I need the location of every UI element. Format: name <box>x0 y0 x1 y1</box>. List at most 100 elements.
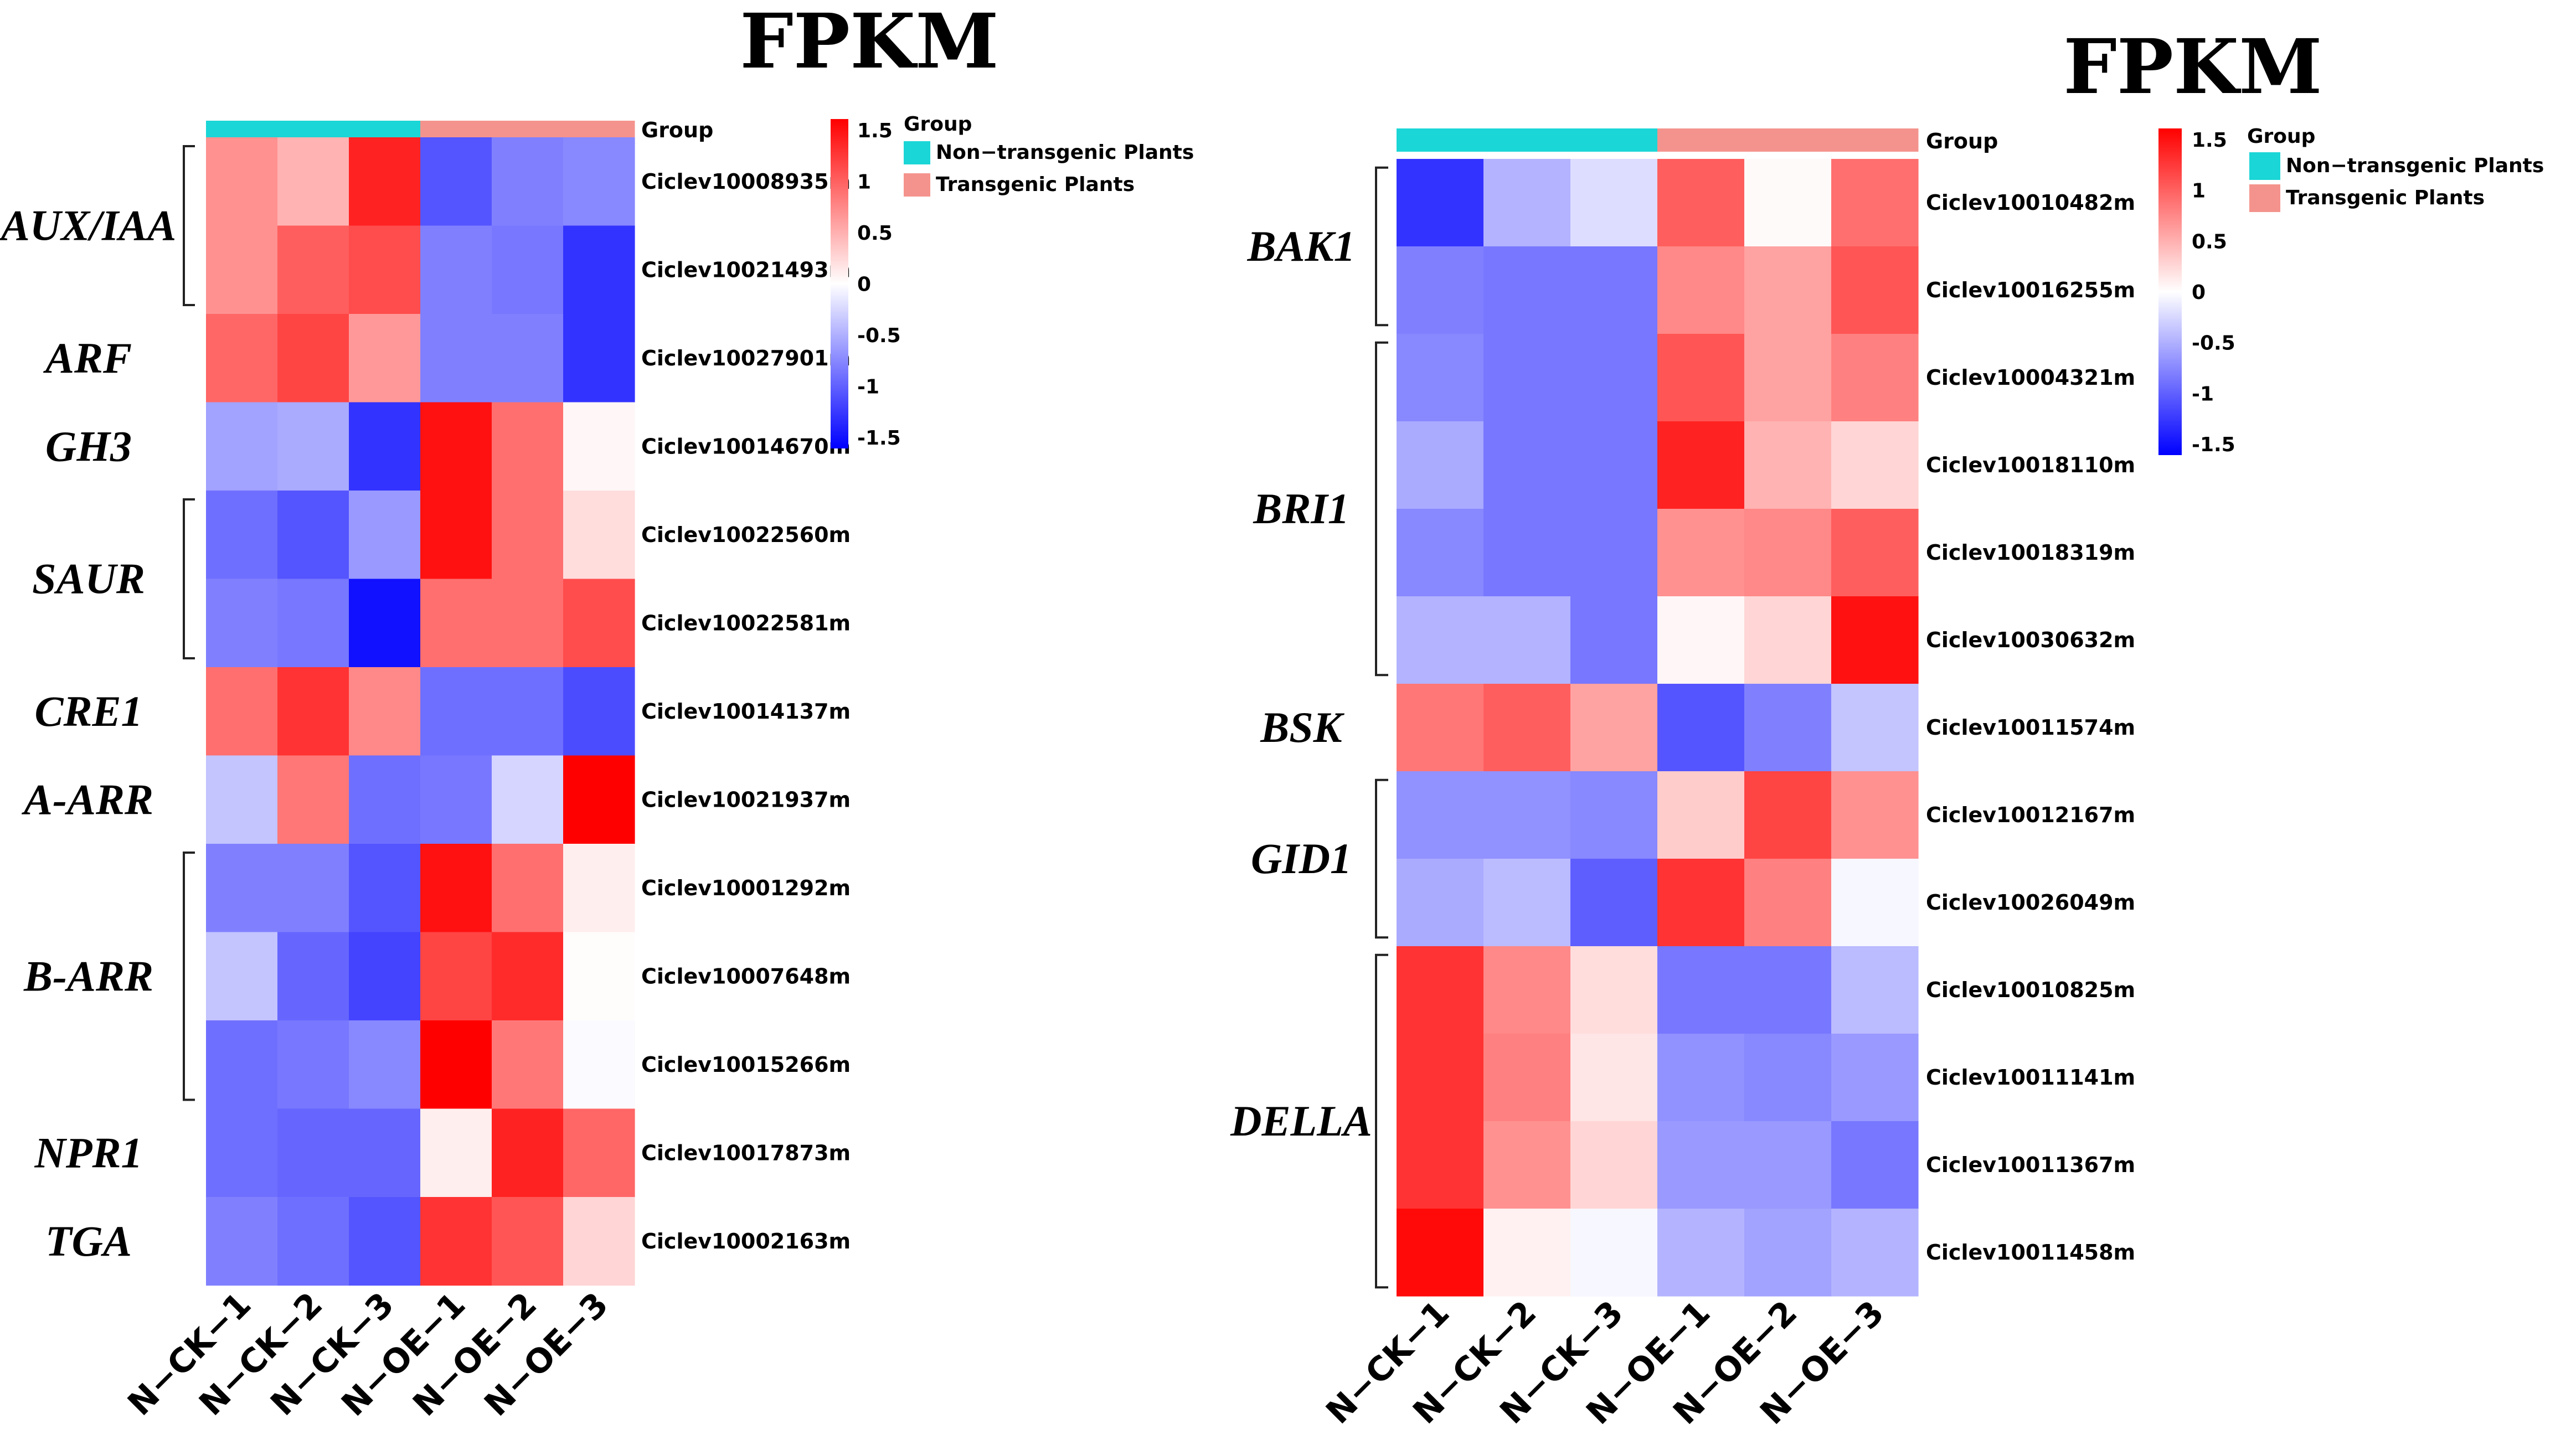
heatmap-cell <box>563 137 635 226</box>
colorbar-tick-label: 1 <box>2192 180 2206 203</box>
heatmap-cell <box>1657 1209 1745 1297</box>
gene-label: Ciclev10011367m <box>1926 1153 2135 1177</box>
heatmap-cell <box>349 137 421 226</box>
heatmap-cell <box>1831 246 1919 334</box>
gene-label: Ciclev10017873m <box>641 1141 851 1165</box>
heatmap-cell <box>1397 946 1484 1034</box>
heatmap-cell <box>1831 159 1919 247</box>
gene-family-bracket <box>1375 778 1388 939</box>
colorbar-tick-label: 0.5 <box>2192 230 2227 253</box>
gene-label: Ciclev10027901m <box>641 346 851 370</box>
heatmap-cell <box>206 314 278 403</box>
heatmap-cell <box>1570 1121 1658 1209</box>
gene-family-bracket <box>183 851 195 1101</box>
heatmap-cell <box>206 402 278 491</box>
group-bar-segment <box>1397 128 1484 152</box>
heatmap-cell <box>1744 246 1832 334</box>
legend-title: Group <box>904 113 972 136</box>
heatmap-cell <box>349 314 421 403</box>
heatmap-cell <box>277 1108 349 1198</box>
heatmap-cell <box>277 932 349 1021</box>
heatmap-cell <box>1483 246 1571 334</box>
heatmap-cell <box>277 579 349 668</box>
legend-swatch <box>2249 152 2280 180</box>
heatmap-cell <box>1483 859 1571 947</box>
heatmap-cell <box>563 1108 635 1198</box>
heatmap-cell <box>1397 159 1484 247</box>
heatmap-cell <box>1744 1209 1832 1297</box>
gene-label: Ciclev10022581m <box>641 611 851 635</box>
heatmap-cell <box>563 314 635 403</box>
heatmap-cell <box>1570 684 1658 772</box>
colorbar <box>831 119 848 448</box>
heatmap-cell <box>1657 596 1745 684</box>
heatmap-cell <box>420 137 492 226</box>
gene-label: Ciclev10008935m <box>641 169 851 194</box>
gene-family-label: TGA <box>45 1217 132 1265</box>
heatmap-cell <box>349 932 421 1021</box>
legend-entry-label: Non−transgenic Plants <box>2286 154 2544 177</box>
heatmap-cell <box>1570 1034 1658 1122</box>
gene-family-bracket <box>183 498 195 660</box>
heatmap-cell <box>1483 1034 1571 1122</box>
heatmap-cell <box>277 1197 349 1286</box>
gene-label: Ciclev10016255m <box>1926 278 2135 302</box>
gene-label: Ciclev10001292m <box>641 876 851 900</box>
heatmap-cell <box>1483 334 1571 422</box>
heatmap-cell <box>1831 684 1919 772</box>
heatmap-cell <box>1831 1209 1919 1297</box>
heatmap-cell <box>492 1197 564 1286</box>
heatmap-cell <box>1744 334 1832 422</box>
heatmap-cell <box>1570 246 1658 334</box>
gene-family-label: DELLA <box>1230 1097 1372 1145</box>
gene-family-label: GH3 <box>45 422 132 470</box>
heatmap-cell <box>206 225 278 314</box>
heatmap-cell <box>1657 159 1745 247</box>
gene-family-label: NPR1 <box>34 1128 143 1176</box>
heatmap-cell <box>206 579 278 668</box>
legend-title: Group <box>2247 125 2315 148</box>
heatmap-cell <box>563 579 635 668</box>
legend-entry-label: Non−transgenic Plants <box>936 141 1194 164</box>
heatmap-cell <box>420 932 492 1021</box>
gene-label: Ciclev10010825m <box>1926 978 2135 1002</box>
gene-label: Ciclev10022560m <box>641 523 851 547</box>
heatmap-cell <box>1831 946 1919 1034</box>
heatmap-cell <box>492 225 564 314</box>
heatmap-cell <box>1483 771 1571 859</box>
heatmap-cell <box>1397 684 1484 772</box>
gene-family-bracket <box>1375 341 1388 677</box>
gene-label: Ciclev10014137m <box>641 699 851 724</box>
heatmap-cell <box>349 755 421 844</box>
heatmap-cell <box>206 667 278 756</box>
colorbar-tick-label: -1.5 <box>2192 434 2235 456</box>
gene-label: Ciclev10021937m <box>641 787 851 812</box>
heatmap-cell <box>277 667 349 756</box>
gene-label: Ciclev10011141m <box>1926 1065 2135 1090</box>
gene-label: Ciclev10018110m <box>1926 453 2135 477</box>
group-bar-segment <box>1657 128 1745 152</box>
heatmap-cell <box>1570 421 1658 509</box>
heatmap-cell <box>1744 1121 1832 1209</box>
heatmap-cell <box>1657 334 1745 422</box>
colorbar-tick-label: 1.5 <box>2192 129 2227 152</box>
heatmap-cell <box>420 1020 492 1110</box>
heatmap-cell <box>349 1020 421 1110</box>
heatmap-cell <box>420 1197 492 1286</box>
colorbar-tick-label: 0 <box>857 274 871 296</box>
gene-family-label: AUX/IAA <box>0 202 176 250</box>
gene-label: Ciclev10011574m <box>1926 715 2135 740</box>
heatmap-cell <box>420 225 492 314</box>
legend-swatch <box>904 173 930 197</box>
heatmap-cell <box>1744 771 1832 859</box>
colorbar-tick-label: -1.5 <box>857 427 901 450</box>
group-bar-label: Group <box>1926 129 1998 153</box>
gene-label: Ciclev10021493m <box>641 257 851 282</box>
heatmap-cell <box>420 844 492 933</box>
heatmap-cell <box>420 667 492 756</box>
gene-label: Ciclev10030632m <box>1926 628 2135 652</box>
heatmap-cell <box>1483 159 1571 247</box>
gene-label: Ciclev10014670m <box>641 434 851 458</box>
heatmap-cell <box>1831 859 1919 947</box>
